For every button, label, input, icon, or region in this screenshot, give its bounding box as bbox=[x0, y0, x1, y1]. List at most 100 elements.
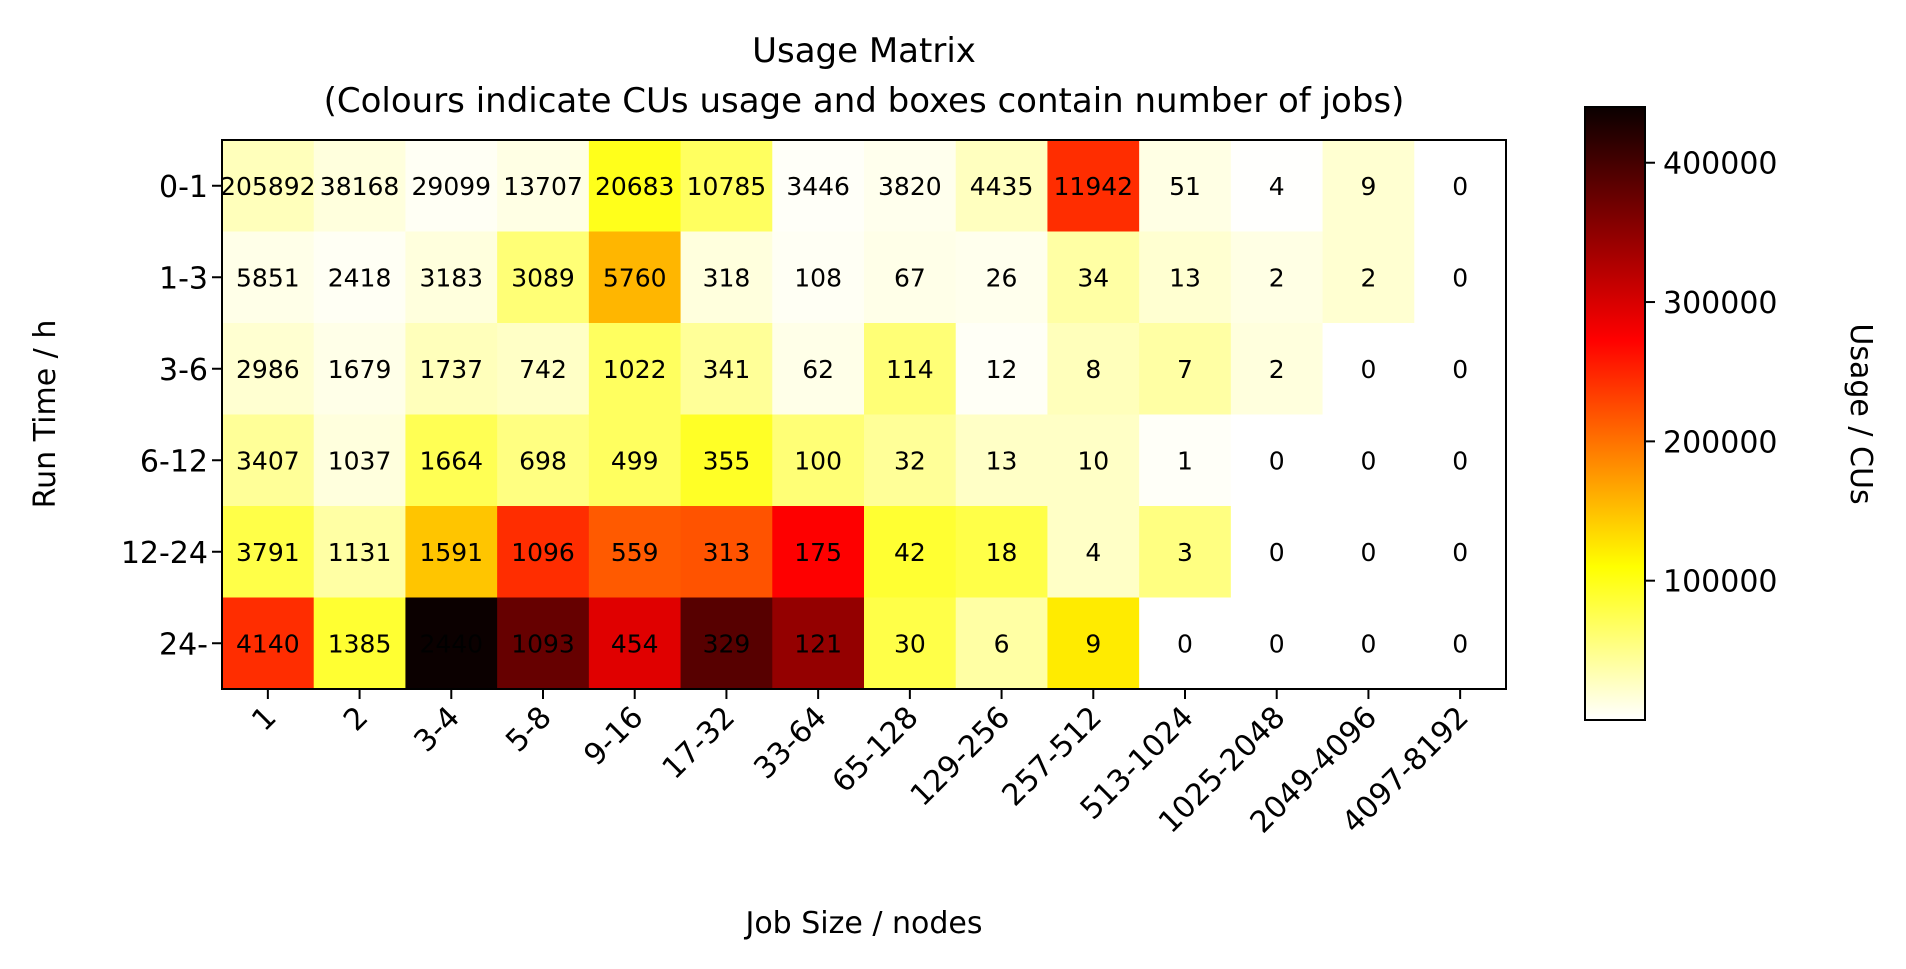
cell-job-count: 742 bbox=[519, 355, 567, 384]
y-axis-ticks: 0-1 1-3 3-6 6-12 12-24 24- bbox=[121, 170, 222, 662]
heatmap-cell bbox=[955, 231, 1048, 324]
cell-job-count: 6 bbox=[994, 629, 1010, 658]
heatmap-cell bbox=[772, 414, 865, 507]
heatmap-cell bbox=[955, 323, 1048, 415]
cell-job-count: 0 bbox=[1452, 355, 1468, 384]
y-tick-label: 24- bbox=[159, 627, 208, 662]
colorbar bbox=[1584, 106, 1646, 721]
y-tick-label: 6-12 bbox=[140, 444, 208, 479]
heatmap-cell bbox=[864, 140, 957, 232]
cell-job-count: 1591 bbox=[419, 538, 483, 567]
cell-job-count: 454 bbox=[611, 629, 659, 658]
x-tick-label: 129-256 bbox=[904, 700, 1017, 813]
cell-job-count: 0 bbox=[1269, 629, 1285, 658]
heatmap-cell bbox=[405, 414, 498, 507]
cell-job-count: 205892 bbox=[220, 172, 315, 201]
cell-job-count: 20683 bbox=[595, 172, 675, 201]
heatmap-cell bbox=[588, 414, 682, 507]
heatmap-cell bbox=[955, 140, 1048, 232]
cell-job-count: 1385 bbox=[328, 629, 392, 658]
heatmap-cell bbox=[864, 597, 957, 690]
x-tick-label: 2 bbox=[337, 700, 375, 738]
cell-job-count: 0 bbox=[1452, 446, 1468, 475]
cell-job-count: 3089 bbox=[511, 263, 575, 292]
cell-job-count: 9 bbox=[1360, 172, 1376, 201]
cell-job-count: 5851 bbox=[236, 263, 300, 292]
cell-job-count: 3407 bbox=[236, 446, 300, 475]
cell-job-count: 0 bbox=[1360, 538, 1376, 567]
cell-job-count: 3183 bbox=[419, 263, 483, 292]
cell-job-count: 3 bbox=[1177, 538, 1193, 567]
heatmap-cell bbox=[772, 323, 865, 415]
heatmap-cell bbox=[405, 597, 498, 690]
heatmap-cell bbox=[864, 414, 957, 507]
heatmap-cell bbox=[222, 414, 315, 507]
heatmap-cell bbox=[1230, 323, 1324, 415]
heatmap-cell bbox=[772, 597, 865, 690]
cell-job-count: 1093 bbox=[511, 629, 575, 658]
heatmap-cell bbox=[1139, 414, 1232, 507]
cell-job-count: 114 bbox=[886, 355, 934, 384]
x-tick-label: 3-4 bbox=[408, 700, 467, 759]
cell-job-count: 100 bbox=[794, 446, 842, 475]
cell-job-count: 121 bbox=[794, 629, 842, 658]
heatmap-cell bbox=[1230, 140, 1324, 232]
heatmap-cell bbox=[1139, 597, 1232, 690]
chart-subtitle: (Colours indicate CUs usage and boxes co… bbox=[324, 81, 1405, 121]
heatmap-cell bbox=[955, 597, 1048, 690]
plot-frame bbox=[221, 139, 1507, 690]
cell-job-count: 30 bbox=[894, 629, 926, 658]
heatmap-cell bbox=[1139, 231, 1232, 324]
heatmap-cell bbox=[680, 231, 773, 324]
x-tick-label: 1 bbox=[245, 700, 283, 738]
cell-job-count: 0 bbox=[1269, 538, 1285, 567]
heatmap-cells bbox=[222, 140, 1507, 690]
heatmap-cell bbox=[1047, 231, 1140, 324]
cell-job-count: 13707 bbox=[503, 172, 583, 201]
heatmap-cell bbox=[588, 506, 682, 598]
cell-job-count: 32 bbox=[894, 446, 926, 475]
cell-job-count: 38168 bbox=[320, 172, 400, 201]
cell-job-count: 5760 bbox=[603, 263, 667, 292]
x-tick-label: 33-64 bbox=[747, 700, 833, 786]
heatmap-cell bbox=[588, 231, 682, 324]
cell-job-count: 2418 bbox=[328, 263, 392, 292]
cell-job-count: 9 bbox=[1085, 629, 1101, 658]
heatmap-cell bbox=[1322, 414, 1415, 507]
cell-job-count: 0 bbox=[1360, 355, 1376, 384]
cell-job-count: 0 bbox=[1452, 263, 1468, 292]
heatmap-cell bbox=[405, 140, 498, 232]
heatmap-cell bbox=[222, 231, 315, 324]
heatmap-cell bbox=[313, 323, 406, 415]
cell-job-count: 499 bbox=[611, 446, 659, 475]
cell-job-count: 62 bbox=[802, 355, 834, 384]
cell-job-count: 2 bbox=[1360, 263, 1376, 292]
cell-job-count: 1664 bbox=[419, 446, 483, 475]
cell-job-count: 2 bbox=[1269, 263, 1285, 292]
cell-job-count: 1096 bbox=[511, 538, 575, 567]
cell-job-count: 175 bbox=[794, 538, 842, 567]
heatmap-cell bbox=[864, 506, 957, 598]
heatmap-cell bbox=[680, 597, 773, 690]
x-tick-label: 5-8 bbox=[499, 700, 558, 759]
cell-job-count: 4140 bbox=[236, 629, 300, 658]
heatmap-cell bbox=[864, 231, 957, 324]
cell-job-count: 67 bbox=[894, 263, 926, 292]
heatmap-cell bbox=[1414, 231, 1507, 324]
cell-job-count: 3791 bbox=[236, 538, 300, 567]
colorbar-ticks: 100000 200000 300000 400000 bbox=[1645, 147, 1778, 600]
heatmap-cell bbox=[1230, 414, 1324, 507]
heatmap-cell bbox=[772, 140, 865, 232]
heatmap-cell bbox=[864, 323, 957, 415]
cell-job-count: 341 bbox=[703, 355, 751, 384]
heatmap-cell bbox=[1047, 140, 1140, 232]
heatmap-cell bbox=[1322, 597, 1415, 690]
cell-job-count: 1037 bbox=[328, 446, 392, 475]
cell-job-count: 0 bbox=[1452, 629, 1468, 658]
heatmap-cell bbox=[955, 506, 1048, 598]
heatmap-cell bbox=[1414, 414, 1507, 507]
heatmap-cell bbox=[313, 597, 406, 690]
cell-job-count: 1737 bbox=[419, 355, 483, 384]
cell-job-count: 1022 bbox=[603, 355, 667, 384]
